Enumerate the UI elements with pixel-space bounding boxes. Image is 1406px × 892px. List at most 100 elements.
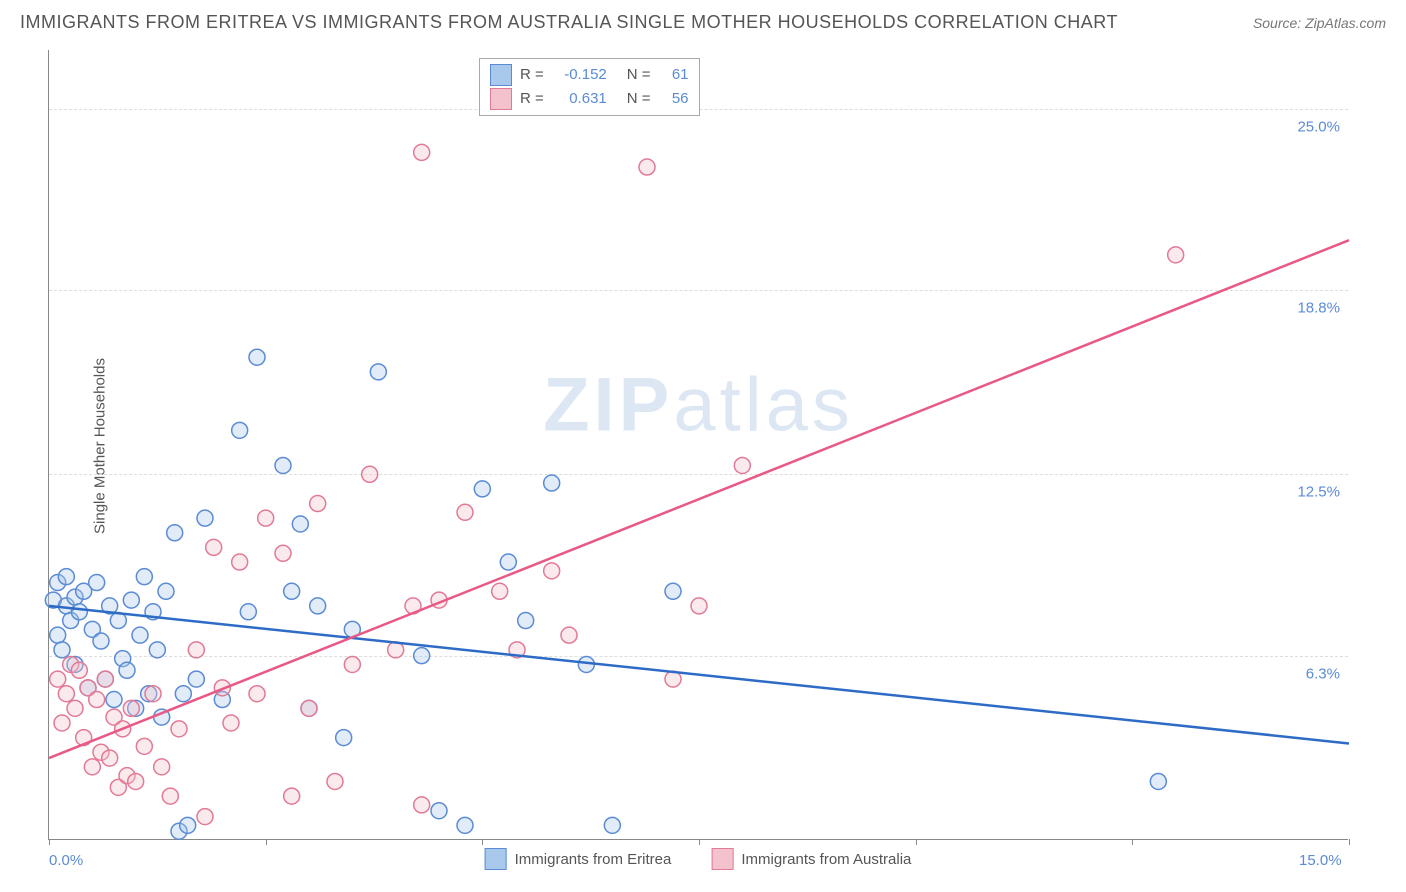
data-point — [249, 349, 265, 365]
x-tick-label: 15.0% — [1299, 852, 1342, 869]
data-point — [249, 686, 265, 702]
series-legend-item: Immigrants from Eritrea — [485, 848, 672, 870]
data-point — [106, 692, 122, 708]
data-point — [344, 656, 360, 672]
legend-label: Immigrants from Eritrea — [515, 851, 672, 868]
data-point — [327, 773, 343, 789]
data-point — [154, 759, 170, 775]
data-point — [132, 627, 148, 643]
data-point — [162, 788, 178, 804]
data-point — [665, 583, 681, 599]
data-point — [180, 817, 196, 833]
x-tick-mark — [49, 839, 50, 845]
data-point — [93, 633, 109, 649]
data-point — [457, 817, 473, 833]
data-point — [102, 750, 118, 766]
data-point — [175, 686, 191, 702]
legend-swatch — [485, 848, 507, 870]
r-value: -0.152 — [552, 63, 607, 87]
x-tick-label: 0.0% — [49, 852, 83, 869]
x-tick-mark — [266, 839, 267, 845]
data-point — [50, 671, 66, 687]
data-point — [431, 803, 447, 819]
data-point — [275, 545, 291, 561]
data-point — [544, 475, 560, 491]
legend-label: Immigrants from Australia — [741, 851, 911, 868]
trend-line — [49, 240, 1349, 758]
data-point — [58, 686, 74, 702]
data-point — [1150, 773, 1166, 789]
scatter-plot-svg — [49, 50, 1348, 839]
legend-swatch — [490, 64, 512, 86]
n-label: N = — [627, 87, 651, 111]
data-point — [500, 554, 516, 570]
data-point — [145, 686, 161, 702]
x-tick-mark — [1349, 839, 1350, 845]
data-point — [89, 575, 105, 591]
data-point — [171, 721, 187, 737]
series-legend-item: Immigrants from Australia — [711, 848, 911, 870]
data-point — [258, 510, 274, 526]
correlation-legend: R =-0.152N =61R =0.631N =56 — [479, 58, 700, 116]
data-point — [414, 144, 430, 160]
data-point — [71, 604, 87, 620]
data-point — [119, 662, 135, 678]
r-value: 0.631 — [552, 87, 607, 111]
data-point — [310, 598, 326, 614]
legend-swatch — [490, 88, 512, 110]
data-point — [284, 788, 300, 804]
correlation-legend-row: R =-0.152N =61 — [490, 63, 689, 87]
r-label: R = — [520, 87, 544, 111]
data-point — [197, 510, 213, 526]
data-point — [275, 457, 291, 473]
data-point — [691, 598, 707, 614]
data-point — [97, 671, 113, 687]
data-point — [54, 715, 70, 731]
data-point — [89, 692, 105, 708]
data-point — [67, 700, 83, 716]
data-point — [492, 583, 508, 599]
data-point — [54, 642, 70, 658]
data-point — [223, 715, 239, 731]
data-point — [336, 730, 352, 746]
data-point — [284, 583, 300, 599]
data-point — [58, 569, 74, 585]
x-tick-mark — [699, 839, 700, 845]
data-point — [518, 613, 534, 629]
data-point — [71, 662, 87, 678]
data-point — [232, 422, 248, 438]
data-point — [232, 554, 248, 570]
header: IMMIGRANTS FROM ERITREA VS IMMIGRANTS FR… — [0, 0, 1406, 41]
data-point — [370, 364, 386, 380]
data-point — [414, 797, 430, 813]
data-point — [84, 759, 100, 775]
plot-area: ZIPatlas 6.3%12.5%18.8%25.0% 0.0%15.0% R… — [48, 50, 1348, 840]
series-legend: Immigrants from Eritrea Immigrants from A… — [485, 848, 912, 870]
data-point — [561, 627, 577, 643]
data-point — [50, 627, 66, 643]
data-point — [457, 504, 473, 520]
x-tick-mark — [482, 839, 483, 845]
data-point — [128, 773, 144, 789]
data-point — [167, 525, 183, 541]
legend-swatch — [711, 848, 733, 870]
data-point — [310, 496, 326, 512]
chart-title: IMMIGRANTS FROM ERITREA VS IMMIGRANTS FR… — [20, 12, 1118, 33]
data-point — [474, 481, 490, 497]
n-value: 61 — [659, 63, 689, 87]
data-point — [149, 642, 165, 658]
data-point — [136, 738, 152, 754]
data-point — [292, 516, 308, 532]
source-attribution: Source: ZipAtlas.com — [1253, 15, 1386, 31]
data-point — [639, 159, 655, 175]
data-point — [206, 539, 222, 555]
data-point — [301, 700, 317, 716]
data-point — [158, 583, 174, 599]
data-point — [136, 569, 152, 585]
correlation-legend-row: R =0.631N =56 — [490, 87, 689, 111]
chart-container: ZIPatlas 6.3%12.5%18.8%25.0% 0.0%15.0% R… — [48, 50, 1348, 840]
data-point — [734, 457, 750, 473]
data-point — [188, 671, 204, 687]
data-point — [414, 648, 430, 664]
data-point — [123, 700, 139, 716]
